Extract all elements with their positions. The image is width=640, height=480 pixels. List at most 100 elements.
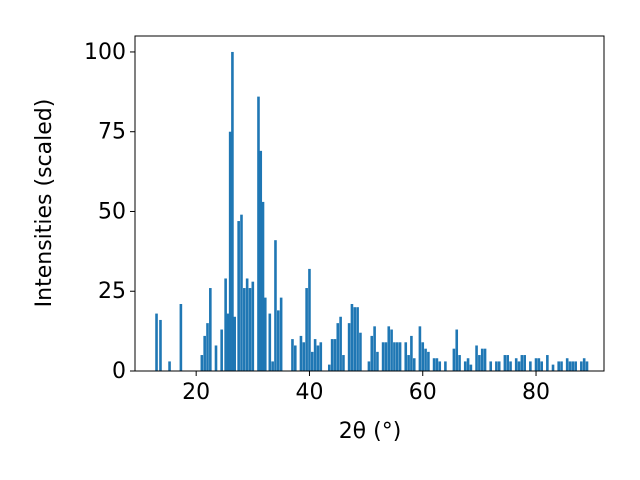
bar bbox=[514, 358, 518, 371]
bar bbox=[557, 361, 560, 371]
bar bbox=[384, 342, 388, 371]
bar bbox=[251, 281, 255, 371]
bar bbox=[381, 342, 385, 371]
bar bbox=[393, 342, 396, 371]
bar bbox=[582, 358, 586, 371]
bar bbox=[421, 342, 425, 371]
bar bbox=[551, 364, 555, 371]
bar bbox=[302, 342, 306, 371]
bar bbox=[209, 288, 212, 371]
plot-frame bbox=[134, 35, 605, 372]
bar bbox=[313, 339, 317, 371]
bar bbox=[398, 342, 402, 371]
bar bbox=[463, 361, 467, 371]
bar bbox=[376, 351, 379, 371]
bar bbox=[243, 288, 246, 371]
bar bbox=[418, 326, 422, 371]
bar bbox=[574, 361, 577, 371]
bar bbox=[537, 358, 541, 371]
bar bbox=[248, 288, 252, 371]
bar bbox=[259, 150, 263, 371]
bar bbox=[534, 358, 538, 371]
bar bbox=[483, 348, 487, 371]
bar bbox=[410, 335, 413, 371]
bar bbox=[509, 361, 512, 371]
bar bbox=[279, 297, 283, 371]
bar bbox=[407, 355, 410, 371]
bar bbox=[237, 221, 240, 371]
bar bbox=[333, 339, 337, 371]
bar bbox=[319, 342, 323, 371]
bar bbox=[353, 307, 357, 371]
bar bbox=[263, 297, 267, 371]
bar bbox=[155, 313, 158, 371]
bar bbox=[367, 361, 371, 371]
bar bbox=[226, 313, 230, 371]
bar bbox=[261, 201, 265, 371]
bar bbox=[546, 355, 549, 371]
x-tick-label: 20 bbox=[182, 380, 210, 405]
y-axis-label: Intensities (scaled) bbox=[32, 99, 57, 308]
bar bbox=[373, 326, 376, 371]
bar bbox=[404, 342, 408, 371]
bar bbox=[299, 335, 303, 371]
bar bbox=[497, 361, 501, 371]
bar bbox=[268, 313, 272, 371]
bar bbox=[245, 278, 249, 371]
bar bbox=[432, 358, 436, 371]
bar bbox=[203, 335, 206, 371]
bar bbox=[495, 361, 498, 371]
bar bbox=[387, 326, 391, 371]
x-tick-label: 80 bbox=[522, 380, 550, 405]
bar bbox=[200, 355, 204, 371]
bar bbox=[339, 316, 342, 371]
bar bbox=[370, 335, 374, 371]
bar bbox=[585, 361, 589, 371]
bar bbox=[466, 358, 470, 371]
bar bbox=[228, 131, 232, 371]
bar bbox=[503, 355, 507, 371]
y-tick-label: 0 bbox=[112, 359, 126, 384]
bar bbox=[506, 355, 510, 371]
bar bbox=[233, 316, 236, 371]
bar bbox=[438, 361, 442, 371]
bar bbox=[347, 323, 351, 371]
bar bbox=[277, 310, 280, 371]
bar bbox=[469, 364, 473, 371]
bar bbox=[359, 332, 362, 371]
bar bbox=[316, 345, 320, 371]
bar bbox=[565, 358, 569, 371]
bar bbox=[330, 339, 334, 371]
bar bbox=[240, 214, 243, 371]
bar bbox=[568, 361, 572, 371]
bar bbox=[308, 268, 311, 371]
bar bbox=[435, 358, 439, 371]
bar bbox=[356, 307, 359, 371]
bar bbox=[310, 351, 314, 371]
bar bbox=[257, 96, 260, 371]
bar bbox=[452, 348, 456, 371]
y-tick-label: 100 bbox=[84, 40, 126, 65]
bar bbox=[560, 361, 563, 371]
bar bbox=[342, 355, 345, 371]
bar bbox=[571, 361, 575, 371]
bar bbox=[220, 329, 223, 371]
x-axis-label: 2θ (°) bbox=[339, 419, 402, 444]
bar bbox=[475, 345, 478, 371]
bar bbox=[350, 304, 354, 371]
bar bbox=[412, 358, 416, 371]
x-tick-label: 60 bbox=[409, 380, 437, 405]
bar bbox=[206, 323, 209, 371]
bar bbox=[427, 351, 430, 371]
bar bbox=[480, 348, 484, 371]
bar bbox=[540, 361, 543, 371]
bar bbox=[395, 342, 399, 371]
bar bbox=[159, 319, 162, 371]
bar bbox=[455, 329, 459, 371]
bar bbox=[293, 345, 297, 371]
x-tick-label: 40 bbox=[295, 380, 323, 405]
bar bbox=[529, 361, 532, 371]
bar bbox=[517, 361, 521, 371]
